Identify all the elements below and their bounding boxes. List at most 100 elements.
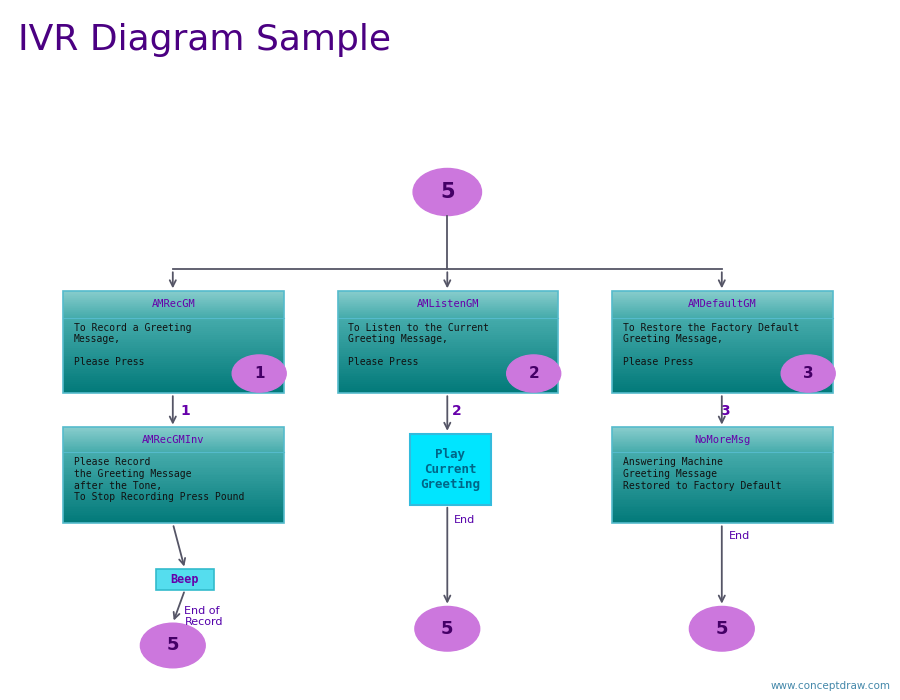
Text: NoMoreMsg: NoMoreMsg (694, 435, 751, 445)
Bar (612, 350, 832, 351)
Bar (612, 361, 832, 363)
Bar (612, 488, 832, 490)
Bar (338, 382, 558, 384)
Bar (612, 518, 832, 520)
Text: IVR Diagram Sample: IVR Diagram Sample (18, 23, 391, 57)
Bar (338, 377, 558, 378)
Bar (63, 491, 284, 494)
Bar (612, 365, 832, 367)
Bar (63, 467, 284, 468)
Bar (63, 337, 284, 339)
Bar (63, 348, 284, 350)
Bar (63, 484, 284, 486)
Text: End of
Record: End of Record (184, 606, 223, 627)
Bar (63, 472, 284, 474)
Bar (612, 477, 832, 479)
Bar (63, 428, 284, 524)
Text: To Restore the Factory Default
Greeting Message,

Please Press: To Restore the Factory Default Greeting … (623, 323, 799, 368)
Bar (63, 511, 284, 513)
Bar (63, 342, 284, 344)
Bar (338, 348, 558, 350)
Bar (612, 369, 832, 371)
Bar (63, 320, 284, 321)
Bar (63, 331, 284, 332)
Bar (63, 463, 284, 465)
Circle shape (413, 169, 482, 216)
Bar (612, 326, 832, 327)
Bar (338, 390, 558, 391)
Bar (338, 331, 558, 332)
Bar (612, 386, 832, 388)
Bar (338, 386, 558, 388)
Text: 5: 5 (441, 620, 454, 638)
Bar (63, 358, 284, 359)
Bar (612, 505, 832, 508)
Text: Please Record
the Greeting Message
after the Tone,
To Stop Recording Press Pound: Please Record the Greeting Message after… (74, 457, 244, 502)
Bar (612, 486, 832, 488)
Bar (612, 465, 832, 467)
Bar (612, 454, 832, 456)
Bar (63, 351, 284, 354)
Bar (338, 356, 558, 358)
Bar (63, 477, 284, 479)
Bar (338, 350, 558, 351)
Bar (612, 346, 832, 348)
Bar (63, 509, 284, 511)
Text: 1: 1 (254, 366, 265, 381)
Bar (612, 509, 832, 511)
Bar (63, 369, 284, 371)
Bar (63, 350, 284, 351)
Bar (612, 522, 832, 524)
Bar (612, 504, 832, 505)
Text: Play
Current
Greeting: Play Current Greeting (420, 448, 480, 491)
Circle shape (507, 355, 561, 392)
Bar (338, 320, 558, 321)
Bar (63, 495, 284, 497)
Bar (63, 327, 284, 329)
Bar (612, 377, 832, 378)
Bar (63, 505, 284, 508)
Bar (63, 326, 284, 327)
Bar (338, 365, 558, 367)
Bar (63, 339, 284, 340)
Bar (612, 390, 832, 391)
Bar (612, 342, 832, 344)
Text: Answering Machine
Greeting Message
Restored to Factory Default: Answering Machine Greeting Message Resto… (623, 457, 781, 491)
Bar (63, 502, 284, 504)
Bar (63, 518, 284, 520)
Bar (63, 359, 284, 361)
Bar (63, 482, 284, 484)
Bar (612, 329, 832, 331)
Bar (338, 326, 558, 327)
Bar (338, 335, 558, 337)
Bar (63, 391, 284, 393)
Bar (338, 371, 558, 372)
Bar (338, 388, 558, 390)
Bar (338, 339, 558, 340)
Text: 5: 5 (166, 636, 179, 655)
Bar (63, 329, 284, 331)
Bar (156, 569, 214, 589)
Bar (338, 291, 558, 393)
Circle shape (140, 623, 205, 668)
Bar (612, 514, 832, 517)
Bar (338, 358, 558, 359)
Bar (63, 465, 284, 467)
Bar (612, 321, 832, 323)
Bar (63, 474, 284, 475)
Bar (338, 318, 558, 320)
Bar (63, 488, 284, 490)
Bar (63, 378, 284, 380)
Bar (63, 356, 284, 358)
Bar (63, 382, 284, 384)
Bar (63, 458, 284, 459)
Bar (612, 428, 832, 524)
Text: 2: 2 (528, 366, 539, 381)
Bar (338, 323, 558, 326)
Bar (63, 346, 284, 348)
Bar (63, 475, 284, 477)
Bar (612, 378, 832, 380)
Bar (338, 374, 558, 377)
Bar (612, 382, 832, 384)
Bar (612, 463, 832, 465)
